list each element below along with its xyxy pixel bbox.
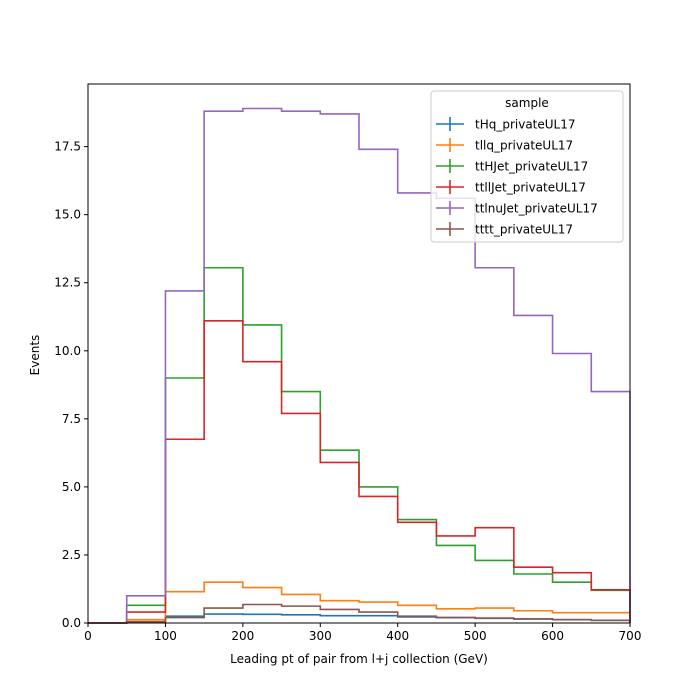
y-tick-label: 2.5	[62, 548, 81, 562]
series-line-tllq-privateul17	[88, 581, 631, 624]
legend-label: ttllJet_privateUL17	[475, 181, 586, 195]
x-tick-label: 0	[84, 629, 92, 643]
y-tick-label: 12.5	[54, 276, 81, 290]
x-tick-label: 200	[231, 629, 254, 643]
legend-label: tllq_privateUL17	[475, 139, 573, 153]
x-tick-label: 400	[386, 629, 409, 643]
legend-label: ttlnuJet_privateUL17	[475, 202, 598, 216]
legend-frame	[430, 90, 624, 243]
plot-area	[88, 107, 631, 624]
x-tick-label: 500	[464, 629, 487, 643]
x-tick-label: 600	[541, 629, 564, 643]
y-tick-label: 0.0	[62, 616, 81, 630]
x-tick-label: 300	[309, 629, 332, 643]
legend-entry-tttt-privateul17: tttt_privateUL17	[436, 222, 573, 237]
x-axis-label: Leading pt of pair from l+j collection (…	[230, 652, 488, 666]
legend-entry-ttlljet-privateul17: ttllJet_privateUL17	[436, 180, 586, 195]
legend-label: ttHJet_privateUL17	[475, 160, 588, 174]
y-tick-label: 17.5	[54, 140, 81, 154]
legend-entry-thq-privateul17: tHq_privateUL17	[436, 117, 576, 132]
legend-entry-ttlnujet-privateul17: ttlnuJet_privateUL17	[436, 201, 598, 216]
legend: sample tHq_privateUL17 tllq_privateUL17tt…	[430, 90, 624, 243]
series-line-tttt-privateul17	[88, 603, 631, 624]
legend-title: sample	[505, 96, 549, 110]
x-tick-label: 100	[154, 629, 177, 643]
legend-label: tHq_privateUL17	[475, 118, 576, 132]
y-tick-label: 10.0	[54, 344, 81, 358]
x-axis: 0 100 200 300 400 500 600 700	[84, 623, 641, 643]
series-line-ttlljet-privateul17	[88, 320, 631, 624]
axes-frame	[87, 83, 631, 624]
legend-entry-tthjet-privateul17: ttHJet_privateUL17	[436, 159, 588, 174]
legend-label: tttt_privateUL17	[475, 223, 573, 237]
y-axis-label: Events	[28, 335, 42, 376]
y-axis: 0.0 2.5 5.0 7.5 10.0 12.5 15.0 17.5	[54, 140, 88, 630]
y-tick-label: 15.0	[54, 208, 81, 222]
legend-entries: tHq_privateUL17 tllq_privateUL17 ttHJet_pr…	[436, 117, 598, 237]
series-line-ttlnujet-privateul17	[88, 107, 631, 624]
x-tick-label: 700	[619, 629, 642, 643]
y-tick-label: 5.0	[62, 480, 81, 494]
y-tick-label: 7.5	[62, 412, 81, 426]
legend-entry-tllq-privateul17: tllq_privateUL17	[436, 138, 573, 153]
